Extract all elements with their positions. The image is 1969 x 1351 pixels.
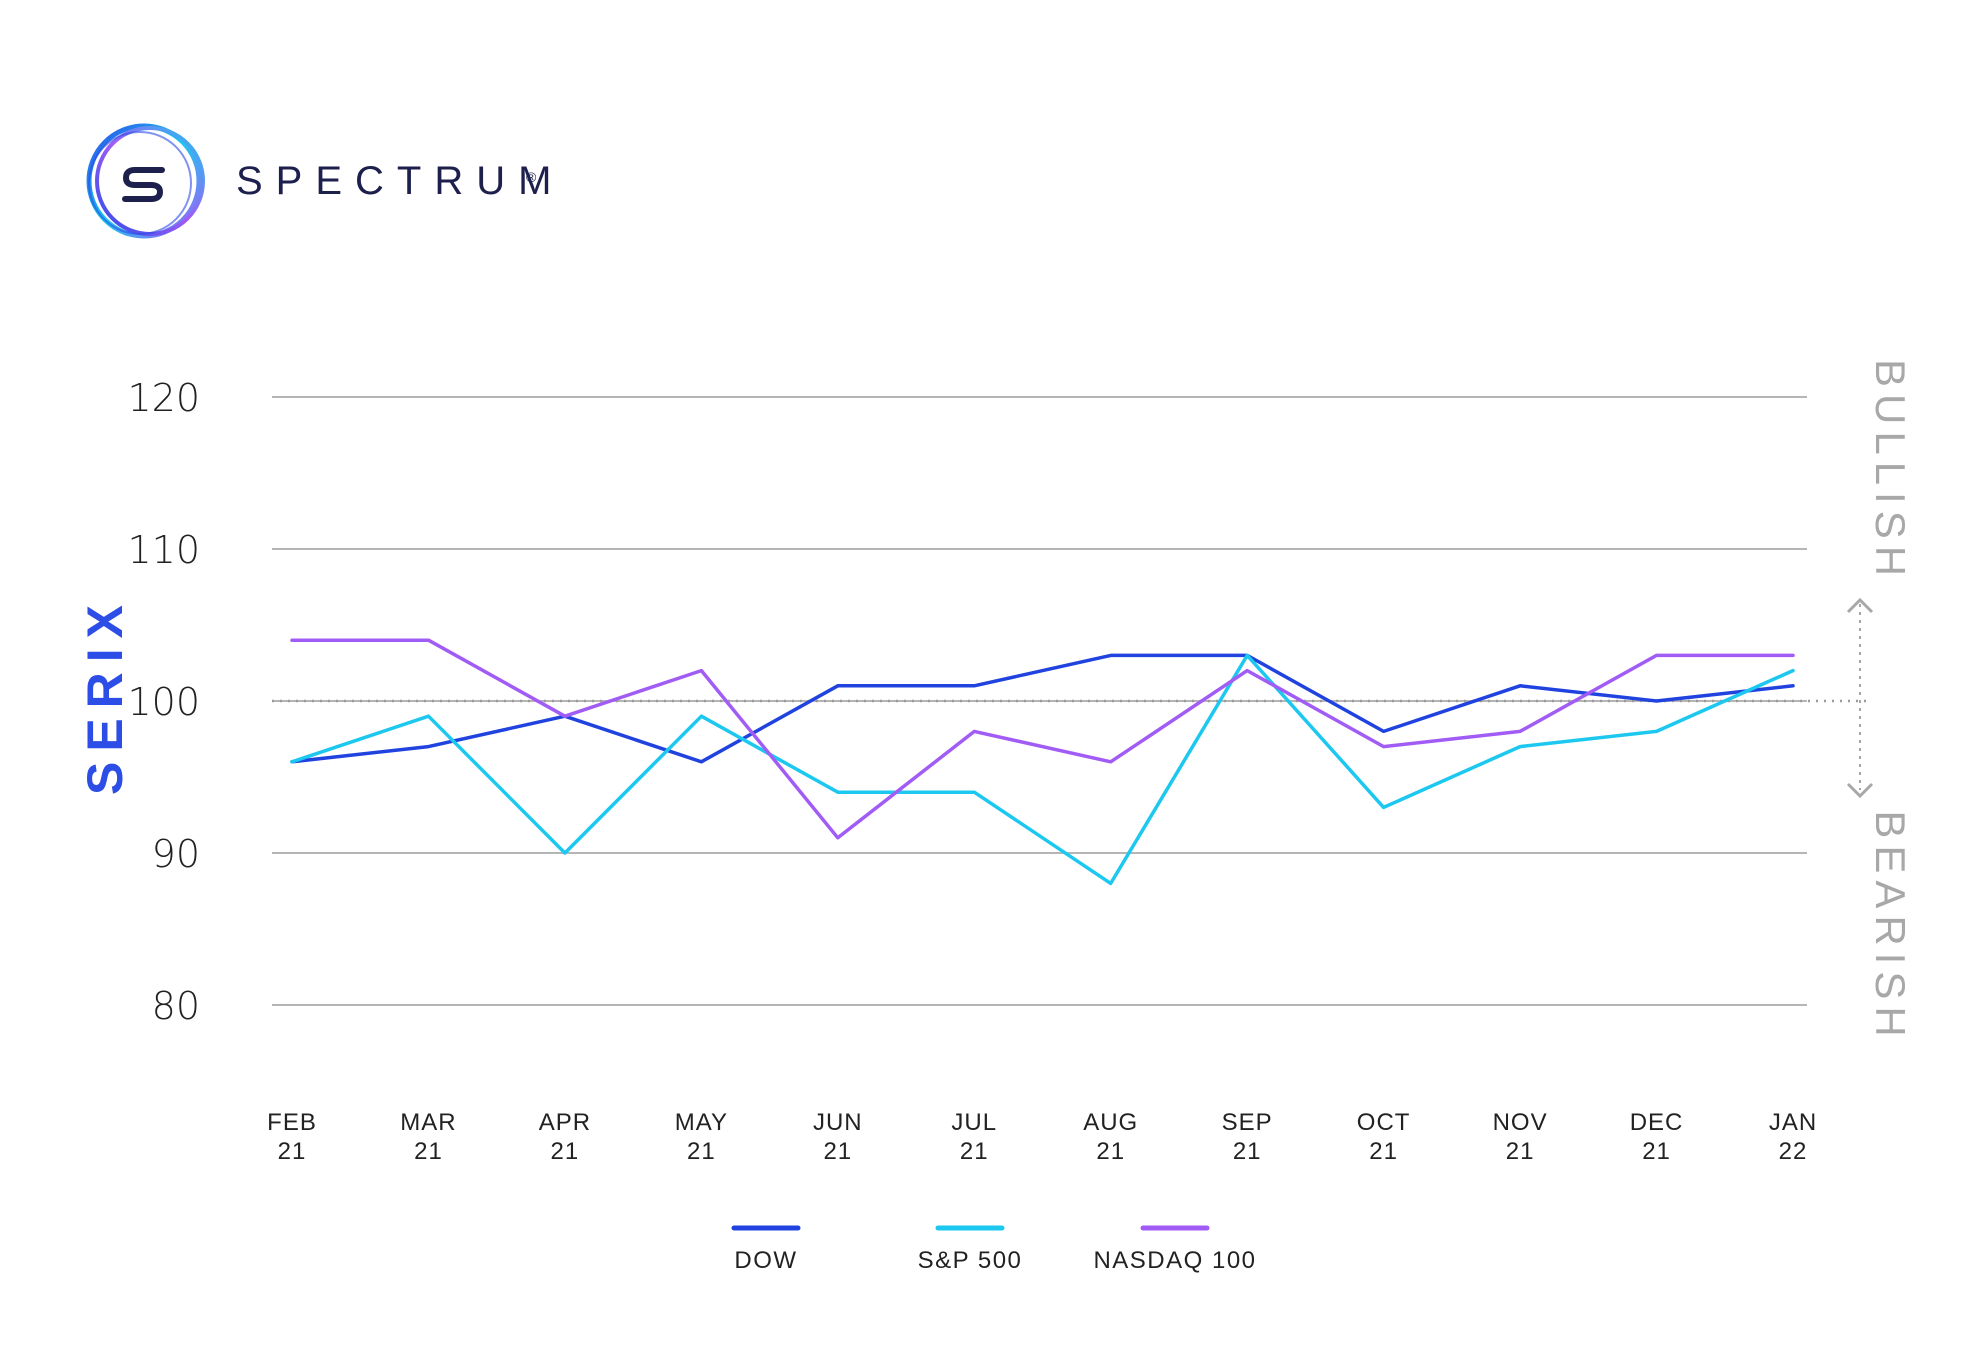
legend-label: S&P 500 [918,1247,1023,1274]
y-tick-label: 100 [127,680,200,724]
x-tick-label: MAY 21 [675,1109,728,1165]
x-tick-label: NOV 21 [1493,1109,1548,1165]
legend-label: NASDAQ 100 [1093,1247,1256,1274]
y-tick-label: 110 [127,528,200,572]
bullish-label: BULLISH [1867,359,1914,583]
x-tick-label: OCT 21 [1357,1109,1411,1165]
chevron-down-icon [1846,782,1874,799]
x-tick-label: FEB 21 [267,1109,317,1165]
x-tick-label: JUL 21 [951,1109,997,1165]
x-tick-label: APR 21 [539,1109,591,1165]
x-tick-label: DEC 21 [1630,1109,1684,1165]
spectrum-logo-icon [86,123,205,239]
gridlines [272,396,1870,1006]
x-tick-label: JUN 21 [813,1109,863,1165]
y-tick-label: 90 [152,832,200,876]
y-axis-label: SERIX [77,595,133,795]
y-tick-label: 80 [152,984,200,1028]
series-lines [290,638,1795,886]
series-line-nasdaq-100 [290,638,1795,840]
brand-name: SPECTRUM [236,159,564,203]
x-tick-label: AUG 21 [1083,1109,1138,1165]
x-tick-label: MAR 21 [400,1109,456,1165]
chevron-up-icon [1846,597,1874,614]
series-line-s-p-500 [290,653,1795,886]
sentiment-indicator: BULLISH BEARISH [1846,359,1914,1044]
series-line-dow [290,653,1795,764]
y-tick-labels: 80 90 100 110 120 [127,376,200,1028]
legend-label: DOW [734,1247,797,1274]
x-tick-label: JAN 22 [1769,1109,1817,1165]
x-tick-label: SEP 21 [1222,1109,1273,1165]
x-tick-labels: FEB 21 MAR 21 APR 21 MAY 21 JUN 21 JUL 21 AUG 21 SEP 21… [267,1109,1817,1165]
spectrum-logo: SPECTRUM ® [86,123,564,239]
bearish-label: BEARISH [1867,810,1914,1043]
registered-mark: ® [526,169,537,185]
legend: DOW S&P 500 NASDAQ 100 [731,1225,1256,1274]
y-tick-label: 120 [127,376,200,420]
